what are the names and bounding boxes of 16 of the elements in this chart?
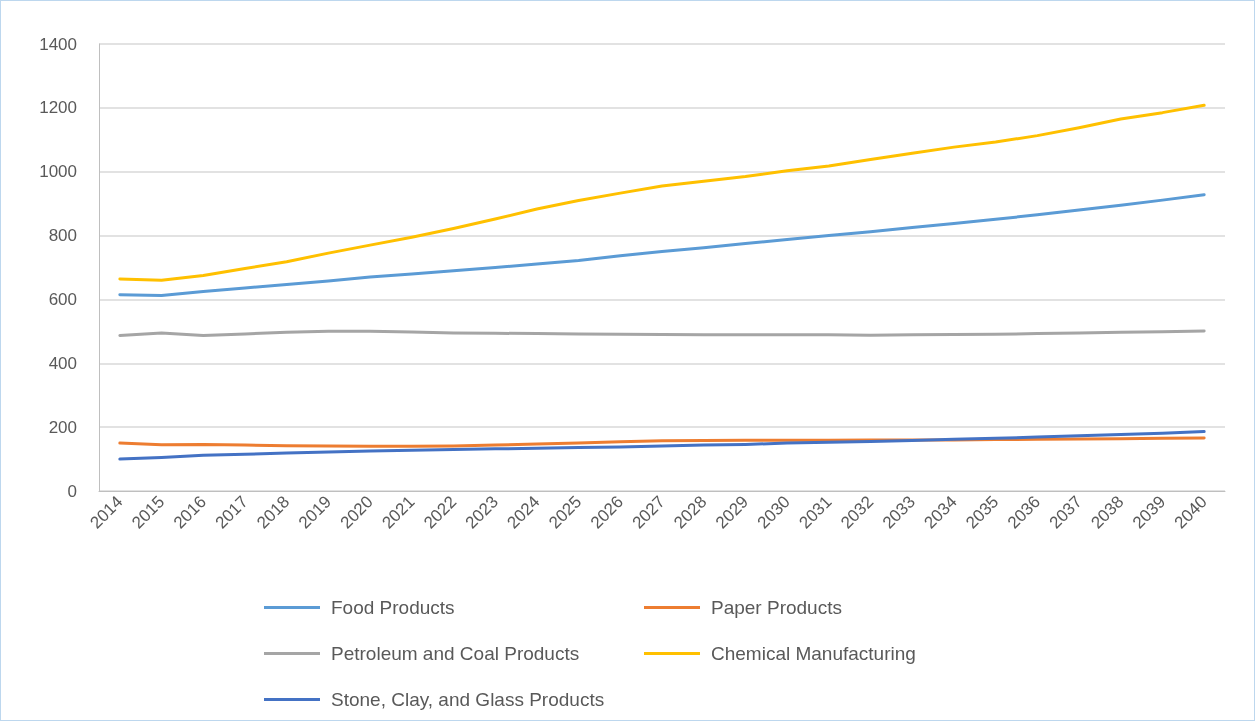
legend-label: Chemical Manufacturing bbox=[711, 643, 916, 664]
y-tick-label: 400 bbox=[48, 353, 77, 373]
y-tick-label: 800 bbox=[48, 226, 77, 246]
y-tick-label: 200 bbox=[48, 417, 77, 437]
line-series bbox=[118, 193, 1206, 298]
legend-label: Stone, Clay, and Glass Products bbox=[331, 689, 605, 710]
y-tick-label: 600 bbox=[48, 289, 77, 309]
line-series bbox=[118, 103, 1206, 282]
y-tick-label: 1200 bbox=[39, 98, 77, 118]
legend-label: Petroleum and Coal Products bbox=[331, 643, 580, 664]
y-tick-label: 1000 bbox=[39, 162, 77, 182]
line-series bbox=[118, 430, 1206, 461]
legend-label: Food Products bbox=[331, 597, 455, 618]
legend-label: Paper Products bbox=[711, 597, 842, 618]
y-tick-label: 1400 bbox=[39, 34, 77, 54]
y-tick-label: 0 bbox=[67, 481, 77, 501]
